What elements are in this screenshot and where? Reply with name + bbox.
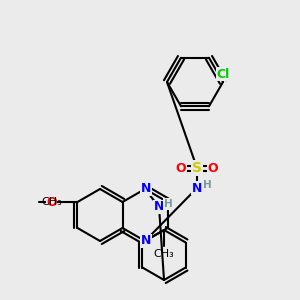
Text: CH₃: CH₃ (41, 197, 62, 207)
Text: H: H (164, 199, 172, 209)
Text: N: N (192, 182, 202, 194)
Text: Cl: Cl (216, 68, 230, 80)
Text: S: S (192, 161, 202, 175)
Text: O: O (46, 196, 57, 208)
Text: CH₃: CH₃ (154, 249, 174, 259)
Text: H: H (202, 180, 211, 190)
Text: N: N (141, 235, 151, 248)
Text: O: O (208, 161, 218, 175)
Text: N: N (154, 200, 164, 214)
Text: O: O (176, 161, 186, 175)
Text: N: N (141, 182, 151, 196)
